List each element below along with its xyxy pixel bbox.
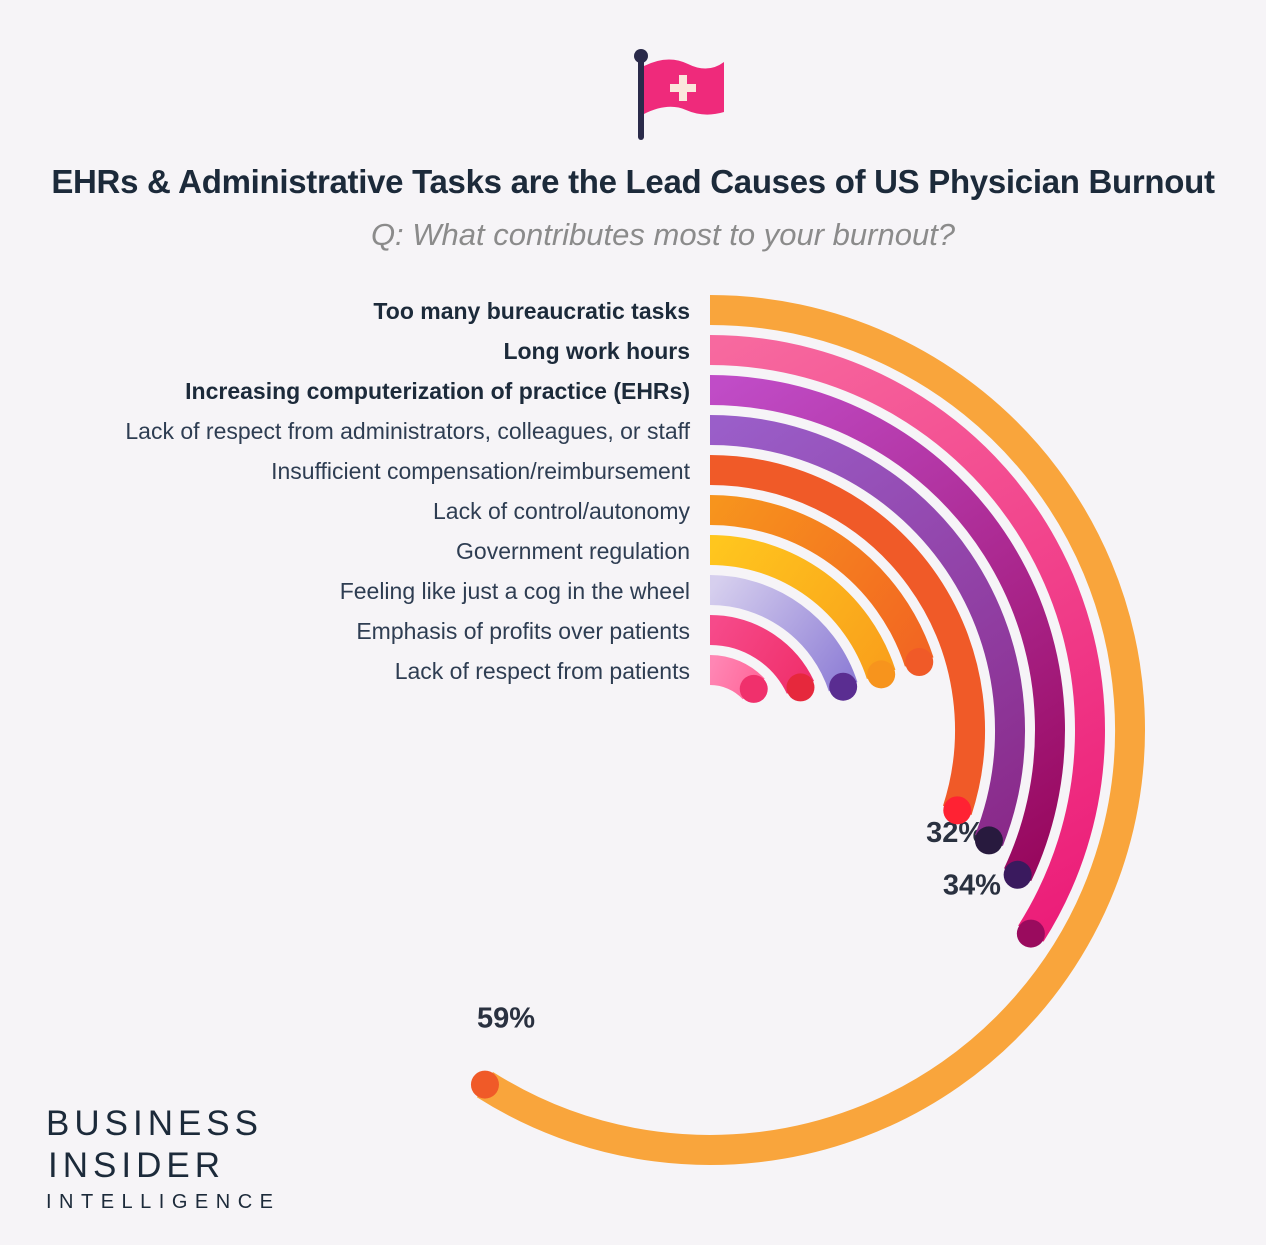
medical-cross-icon: [670, 75, 696, 101]
flag-pole-knob: [634, 49, 648, 63]
business-insider-intelligence-logo: BUSINESS INSIDER INTELLIGENCE: [46, 1103, 280, 1214]
value-label: 34%: [943, 870, 1001, 902]
value-label: 59%: [477, 1003, 535, 1035]
logo-line-business: BUSINESS: [46, 1104, 263, 1143]
arc-bar: [709, 415, 1025, 846]
arc-end-dot: [867, 660, 896, 689]
arc-bar: [476, 295, 1145, 1165]
arc-end-dot: [974, 826, 1003, 855]
arc-bar: [709, 455, 985, 815]
arc-end-dot: [739, 674, 768, 703]
chart-title: EHRs & Administrative Tasks are the Lead…: [51, 163, 1215, 200]
category-label: Insufficient compensation/reimbursement: [271, 458, 691, 484]
arc-end-dot: [943, 796, 972, 825]
logo-line-intelligence: INTELLIGENCE: [46, 1191, 281, 1213]
chart-subtitle: Q: What contributes most to your burnout…: [370, 217, 956, 252]
arc-bar: [709, 495, 934, 667]
category-label: Lack of respect from patients: [395, 658, 690, 684]
category-label: Increasing computerization of practice (…: [185, 378, 690, 404]
medical-flag-icon: [634, 49, 724, 140]
arc-end-dot: [905, 648, 934, 677]
category-label: Feeling like just a cog in the wheel: [340, 578, 690, 604]
arc-bar: [709, 535, 896, 680]
arc-end-dot: [786, 673, 815, 702]
category-label: Government regulation: [456, 538, 690, 564]
arc-bar: [709, 375, 1065, 882]
flag-pole: [638, 56, 644, 140]
category-label: Too many bureaucratic tasks: [373, 298, 690, 324]
arc-end-dot: [1003, 860, 1032, 889]
arc-end-dot: [1016, 919, 1045, 948]
category-label: Long work hours: [503, 338, 690, 364]
arc-bar: [709, 575, 858, 692]
arc-bar: [709, 335, 1105, 942]
category-label: Emphasis of profits over patients: [356, 618, 690, 644]
logo-line-insider: INSIDER: [48, 1146, 225, 1185]
category-label: Lack of respect from administrators, col…: [125, 418, 690, 444]
arc-end-dot: [470, 1070, 499, 1099]
category-label: Lack of control/autonomy: [433, 498, 690, 524]
arc-end-dot: [829, 672, 858, 701]
